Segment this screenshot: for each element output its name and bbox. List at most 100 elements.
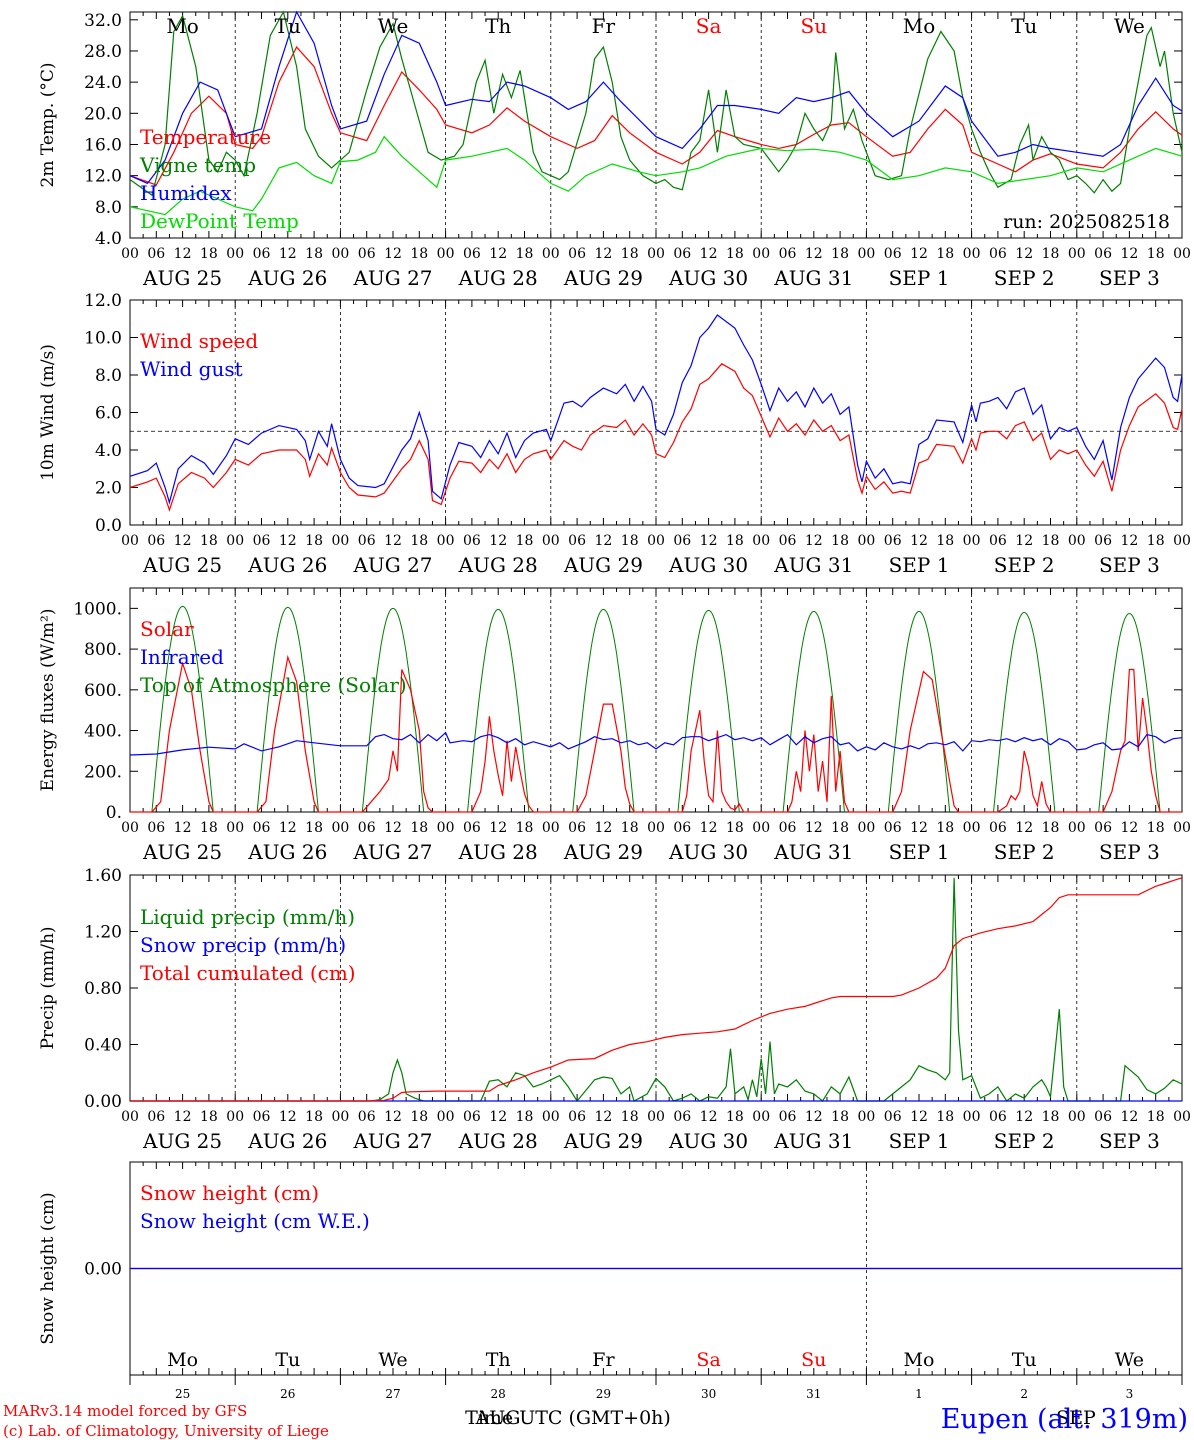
- hour-tick-label: 12: [910, 820, 928, 836]
- toa-solar-line: [887, 610, 951, 813]
- hour-tick-label: 18: [305, 246, 323, 262]
- hour-tick-label: 00: [963, 533, 981, 549]
- y-tick-label: 800.: [84, 640, 122, 660]
- hour-tick-label: 18: [936, 1109, 954, 1125]
- hour-tick-label: 00: [437, 1109, 455, 1125]
- hour-tick-label: 06: [147, 533, 165, 549]
- hour-tick-label: 18: [936, 246, 954, 262]
- series-line-infrared: [129, 731, 1183, 756]
- toa-solar-line: [361, 607, 425, 813]
- y-axis-label: 10m Wind (m/s): [38, 344, 58, 481]
- hour-tick-label: 12: [1015, 246, 1033, 262]
- toa-solar-line: [677, 609, 740, 813]
- legend-entry: Snow height (cm W.E.): [140, 1209, 370, 1233]
- date-label: AUG 30: [668, 553, 748, 577]
- date-label: SEP 2: [994, 266, 1055, 290]
- date-label: SEP 1: [889, 1129, 950, 1153]
- day-name-label: Tu: [275, 1349, 300, 1371]
- hour-tick-label: 18: [1147, 1109, 1165, 1125]
- hour-tick-label: 12: [489, 820, 507, 836]
- day-name-label: Tu: [1012, 1349, 1037, 1371]
- hour-tick-label: 06: [463, 820, 481, 836]
- hour-tick-label: 06: [779, 246, 797, 262]
- hour-tick-label: 18: [200, 1109, 218, 1125]
- hour-tick-label: 12: [700, 820, 718, 836]
- hour-tick-label: 06: [989, 533, 1007, 549]
- date-label: SEP 2: [994, 840, 1055, 864]
- hour-tick-label: 12: [174, 1109, 192, 1125]
- toa-solar-line: [467, 608, 530, 813]
- hour-tick-label: 06: [568, 533, 586, 549]
- day-name-label: Fr: [592, 1349, 615, 1371]
- day-number-label: 3: [1126, 1387, 1134, 1401]
- date-label: SEP 1: [889, 266, 950, 290]
- hour-tick-label: 12: [489, 1109, 507, 1125]
- legend-entry: Temperature: [140, 125, 271, 149]
- hour-tick-label: 18: [831, 820, 849, 836]
- hour-tick-label: 12: [594, 533, 612, 549]
- month-overlay-label: SEP: [1056, 1407, 1096, 1429]
- hour-tick-label: 12: [384, 1109, 402, 1125]
- legend-entry: Wind speed: [140, 329, 258, 353]
- legend-entry: Snow height (cm): [140, 1181, 319, 1205]
- hour-tick-label: 18: [831, 1109, 849, 1125]
- hour-tick-label: 00: [1068, 820, 1086, 836]
- date-label: AUG 29: [563, 266, 643, 290]
- hour-tick-label: 12: [1015, 1109, 1033, 1125]
- hour-tick-label: 06: [358, 820, 376, 836]
- hour-tick-label: 06: [147, 820, 165, 836]
- hour-tick-label: 06: [253, 533, 271, 549]
- day-name-label: Sa: [696, 14, 722, 38]
- hour-tick-label: 00: [542, 820, 560, 836]
- hour-tick-label: 00: [752, 246, 770, 262]
- y-tick-label: 8.0: [95, 198, 122, 218]
- toa-solar-line: [256, 606, 319, 813]
- hour-tick-label: 06: [463, 1109, 481, 1125]
- day-number-label: 26: [280, 1387, 295, 1401]
- date-label: SEP 3: [1099, 840, 1160, 864]
- day-name-label: Th: [486, 1349, 511, 1371]
- y-tick-label: 400.: [84, 722, 122, 742]
- time-axis-label: Time UTC (GMT+0h): [465, 1407, 671, 1429]
- hour-tick-label: 18: [410, 820, 428, 836]
- hour-tick-label: 00: [331, 533, 349, 549]
- hour-tick-label: 06: [1094, 1109, 1112, 1125]
- hour-tick-label: 18: [516, 533, 534, 549]
- hour-tick-label: 12: [279, 1109, 297, 1125]
- panel-2: 0.0 2.0 4.0 6.0 8.0 10.0 12.0 10m Wind (m/s) Win…: [38, 291, 1191, 577]
- series-line-humidex: [129, 10, 1183, 185]
- date-label: SEP 1: [889, 840, 950, 864]
- hour-tick-label: 06: [884, 246, 902, 262]
- hour-tick-label: 00: [121, 820, 139, 836]
- hour-tick-label: 12: [805, 1109, 823, 1125]
- hour-tick-label: 06: [253, 246, 271, 262]
- hour-tick-label: 00: [121, 1109, 139, 1125]
- y-tick-label: 1.20: [84, 923, 122, 943]
- legend-entry: Total cumulated (cm): [140, 961, 356, 985]
- toa-solar-line: [572, 608, 635, 813]
- hour-tick-label: 00: [647, 533, 665, 549]
- y-axis-label: Precip (mm/h): [38, 926, 58, 1049]
- series-line-temperature: [129, 46, 1183, 186]
- hour-tick-label: 18: [305, 533, 323, 549]
- hour-tick-label: 06: [989, 1109, 1007, 1125]
- date-label: AUG 29: [563, 553, 643, 577]
- date-label: AUG 28: [458, 1129, 538, 1153]
- y-axis-label: 2m Temp. (°C): [38, 62, 58, 187]
- hour-tick-label: 18: [410, 1109, 428, 1125]
- run-label: run: 2025082518: [1003, 211, 1170, 233]
- day-name-label: Sa: [696, 1349, 720, 1371]
- date-label: AUG 28: [458, 266, 538, 290]
- hour-tick-label: 12: [174, 246, 192, 262]
- hour-tick-label: 06: [884, 820, 902, 836]
- y-tick-label: 4.0: [95, 441, 122, 461]
- hour-tick-label: 06: [253, 1109, 271, 1125]
- hour-tick-label: 18: [621, 246, 639, 262]
- credit-line-1: MARv3.14 model forced by GFS: [3, 1402, 247, 1420]
- hour-tick-label: 12: [1015, 820, 1033, 836]
- toa-solar-line: [993, 611, 1056, 813]
- hour-tick-label: 18: [831, 533, 849, 549]
- y-tick-label: 16.0: [84, 135, 122, 155]
- hour-tick-label: 00: [963, 820, 981, 836]
- hour-tick-label: 18: [726, 1109, 744, 1125]
